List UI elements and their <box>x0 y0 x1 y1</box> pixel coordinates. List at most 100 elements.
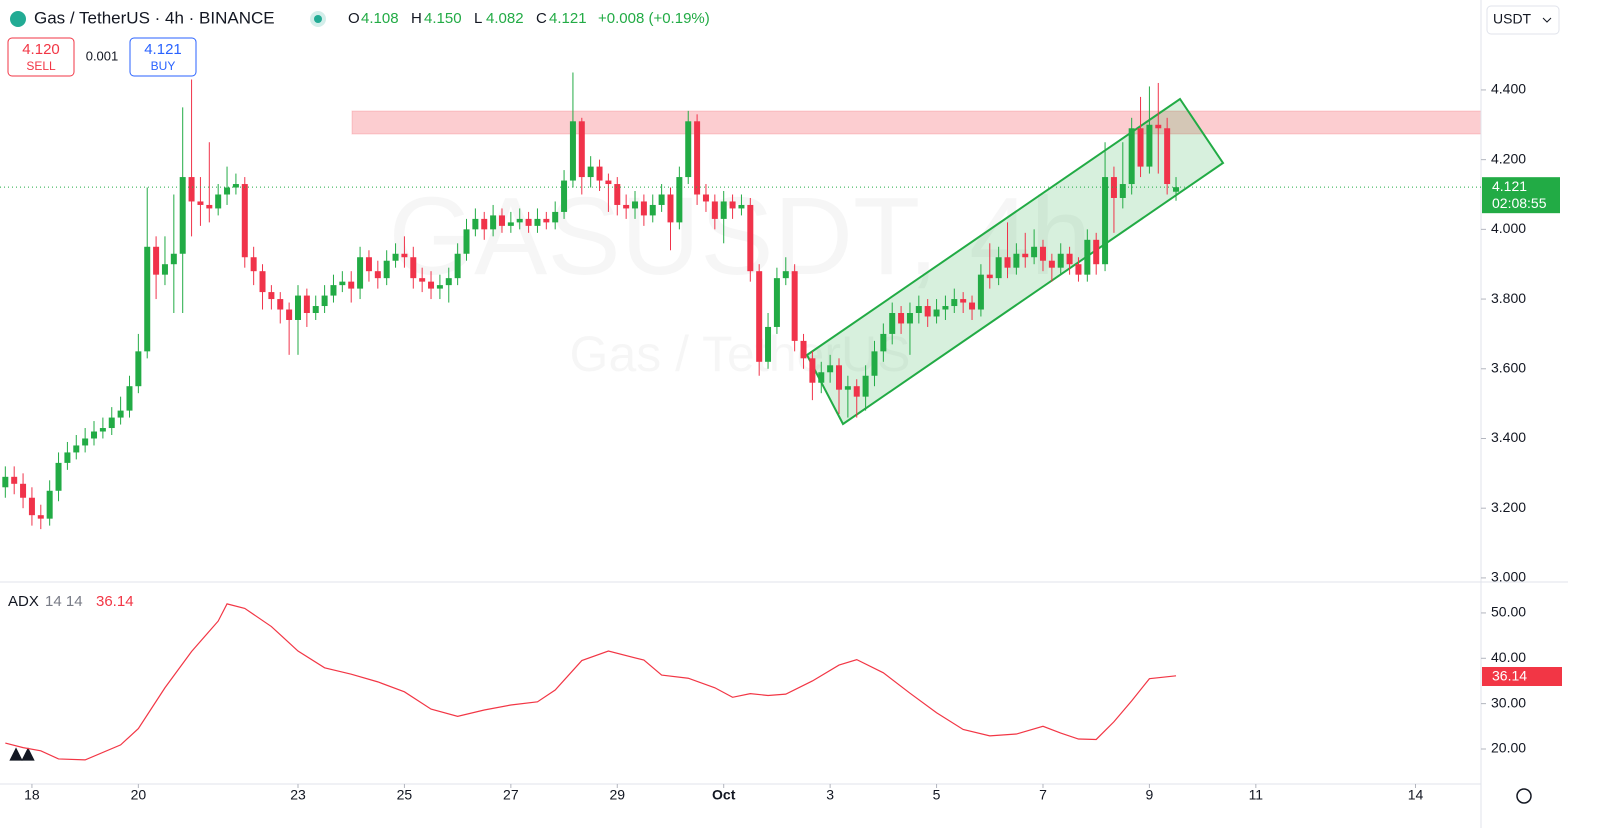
candle-body <box>702 194 709 202</box>
logo[interactable]: ▴▴ <box>9 739 35 766</box>
candle-body <box>835 365 842 390</box>
candle-body <box>658 194 665 205</box>
candle-body <box>232 184 239 188</box>
buy-label: BUY <box>151 59 176 73</box>
candle-body <box>960 299 967 303</box>
candle-body <box>277 299 284 310</box>
currency: USDT <box>1493 11 1532 27</box>
candle-body <box>1102 177 1109 265</box>
candle-body <box>206 204 213 209</box>
candle-body <box>578 121 585 178</box>
symbol-icon <box>10 11 26 27</box>
candle-body <box>765 326 772 362</box>
x-tick-label: 14 <box>1408 787 1424 803</box>
candle-body <box>561 180 568 212</box>
candle-body <box>587 166 594 178</box>
candle-body <box>738 204 745 209</box>
candle-body <box>419 278 426 282</box>
candle-body <box>108 417 115 429</box>
candle-body <box>428 281 435 289</box>
y-tick-label: 4.200 <box>1491 150 1526 166</box>
buy-price: 4.121 <box>144 41 182 58</box>
candle-body <box>91 431 98 439</box>
candle-body <box>498 215 505 226</box>
candle-body <box>986 274 993 279</box>
candle-body <box>64 452 71 463</box>
candle-body <box>321 295 328 307</box>
candle-body <box>82 438 89 446</box>
y-tick-label: 3.000 <box>1491 569 1526 585</box>
x-tick-label: 25 <box>397 787 413 803</box>
y-tick-label: 3.200 <box>1491 499 1526 515</box>
candle-body <box>844 386 851 390</box>
candle-body <box>126 386 133 411</box>
candle-body <box>1039 246 1046 261</box>
low-label: L <box>474 10 482 27</box>
candle-body <box>809 358 816 383</box>
candle-body <box>924 306 931 317</box>
candle-body <box>623 204 630 209</box>
candle-body <box>516 218 523 223</box>
y-tick-label: 3.800 <box>1491 290 1526 306</box>
countdown: 02:08:55 <box>1492 195 1547 211</box>
candle-body <box>552 211 559 223</box>
candle-body <box>330 285 337 296</box>
x-tick-label: Oct <box>712 787 736 803</box>
buy-button[interactable] <box>129 37 197 77</box>
candle-body <box>303 295 310 314</box>
candle-body <box>685 121 692 178</box>
candle-body <box>569 121 576 181</box>
candle-body <box>1155 124 1162 129</box>
x-tick-label: 3 <box>826 787 834 803</box>
candle-body <box>1128 128 1135 185</box>
candle-body <box>1173 187 1180 192</box>
candle-body <box>241 184 248 258</box>
sell-button[interactable] <box>7 37 75 77</box>
y-tick-label: 50.00 <box>1491 604 1526 620</box>
candle-body <box>1093 239 1100 265</box>
x-tick-label: 20 <box>131 787 147 803</box>
candle-body <box>507 222 514 226</box>
candle-body <box>827 365 834 373</box>
candle-body <box>135 351 142 387</box>
candle-body <box>454 253 461 279</box>
candle-body <box>614 184 621 205</box>
y-tick-label: 20.00 <box>1491 740 1526 756</box>
adx-params: 14 14 <box>45 593 83 610</box>
candle-body <box>711 201 718 219</box>
candle-body <box>224 187 231 195</box>
candle-body <box>676 177 683 223</box>
adx-axis-value: 36.14 <box>1492 668 1527 684</box>
adx-line <box>5 603 1177 761</box>
candle-body <box>73 445 80 453</box>
candle-body <box>694 121 701 195</box>
currency-select[interactable] <box>1486 5 1560 35</box>
candle-body <box>20 483 27 498</box>
x-tick-label: 9 <box>1146 787 1154 803</box>
x-tick-label: 11 <box>1249 787 1264 803</box>
settings-icon[interactable] <box>1516 788 1532 804</box>
sell-price: 4.120 <box>22 41 60 58</box>
y-tick-label: 40.00 <box>1491 649 1526 665</box>
candle-body <box>312 306 319 314</box>
header-bg <box>0 0 760 34</box>
candle-body <box>915 306 922 314</box>
candle-body <box>773 278 780 327</box>
last-price-box <box>1482 177 1560 214</box>
symbol[interactable]: Gas / TetherUS · 4h · BINANCE <box>34 8 275 27</box>
candle-body <box>756 271 763 362</box>
candle-body <box>906 313 913 324</box>
candle-body <box>153 246 160 275</box>
candle-body <box>1137 128 1144 167</box>
candle-body <box>161 264 168 275</box>
candle-body <box>365 257 372 272</box>
candle-body <box>871 351 878 376</box>
candle-body <box>649 204 656 216</box>
high-label: H <box>411 10 422 27</box>
candle-body <box>348 281 355 289</box>
candle-body <box>170 253 177 265</box>
adx-axis-box <box>1482 667 1562 686</box>
candle-body <box>889 313 896 334</box>
candle-body <box>640 201 647 216</box>
